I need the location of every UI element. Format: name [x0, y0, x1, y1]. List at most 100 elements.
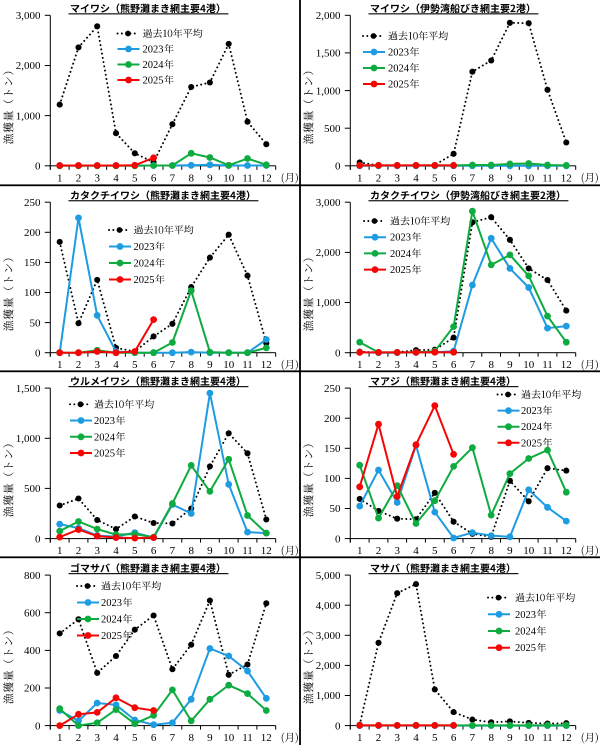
svg-text:0: 0 — [35, 533, 41, 545]
svg-text:4: 4 — [113, 732, 119, 744]
svg-text:4,000: 4,000 — [316, 600, 341, 612]
svg-text:3,000: 3,000 — [16, 10, 41, 22]
svg-text:2024: 2024 — [101, 615, 123, 626]
svg-text:2025: 2025 — [94, 449, 115, 460]
svg-text:2,000: 2,000 — [316, 660, 341, 672]
svg-text:5: 5 — [432, 732, 438, 744]
svg-text:10: 10 — [223, 732, 235, 744]
svg-text:1,500: 1,500 — [16, 383, 41, 395]
svg-text:11: 11 — [242, 545, 253, 557]
svg-text:2023: 2023 — [515, 610, 536, 621]
svg-text:1,500: 1,500 — [316, 48, 341, 60]
svg-text:7: 7 — [470, 732, 476, 744]
svg-text:5: 5 — [132, 172, 138, 184]
svg-text:2025: 2025 — [388, 80, 409, 91]
svg-text:6: 6 — [451, 172, 457, 184]
svg-text:250: 250 — [24, 197, 41, 209]
svg-text:2: 2 — [76, 359, 82, 371]
svg-text:150: 150 — [324, 443, 341, 455]
svg-text:2023: 2023 — [94, 416, 115, 427]
svg-text:200: 200 — [24, 227, 41, 239]
svg-text:8: 8 — [188, 732, 194, 744]
svg-text:2025: 2025 — [143, 76, 164, 87]
svg-text:2,000: 2,000 — [16, 60, 41, 72]
svg-text:9: 9 — [507, 172, 513, 184]
svg-text:3: 3 — [394, 359, 400, 371]
svg-text:0: 0 — [35, 720, 41, 732]
svg-text:1: 1 — [357, 545, 363, 557]
svg-text:9: 9 — [507, 545, 513, 557]
svg-text:7: 7 — [170, 732, 176, 744]
svg-text:6: 6 — [151, 545, 157, 557]
svg-text:10: 10 — [523, 732, 535, 744]
svg-text:9: 9 — [507, 359, 513, 371]
svg-text:9: 9 — [207, 732, 213, 744]
svg-text:2024: 2024 — [388, 63, 410, 74]
svg-text:100: 100 — [324, 473, 341, 485]
svg-text:7: 7 — [170, 172, 176, 184]
svg-text:10: 10 — [523, 172, 535, 184]
svg-text:5: 5 — [432, 172, 438, 184]
svg-text:0: 0 — [335, 161, 341, 173]
svg-text:1: 1 — [57, 545, 63, 557]
svg-text:3,000: 3,000 — [316, 197, 341, 209]
svg-text:600: 600 — [24, 607, 41, 619]
svg-text:100: 100 — [24, 287, 41, 299]
svg-text:500: 500 — [324, 123, 341, 135]
svg-text:2024: 2024 — [515, 627, 537, 638]
svg-text:8: 8 — [488, 172, 494, 184]
svg-text:7: 7 — [470, 172, 476, 184]
svg-text:1: 1 — [357, 172, 363, 184]
svg-text:2025: 2025 — [134, 275, 155, 286]
svg-text:8: 8 — [488, 732, 494, 744]
svg-text:500: 500 — [24, 483, 41, 495]
svg-text:10: 10 — [223, 359, 235, 371]
svg-text:6: 6 — [151, 172, 157, 184]
svg-text:8: 8 — [188, 359, 194, 371]
svg-text:11: 11 — [542, 732, 553, 744]
svg-text:12: 12 — [561, 172, 572, 184]
svg-text:2025: 2025 — [515, 643, 536, 654]
svg-text:8: 8 — [188, 172, 194, 184]
svg-text:3: 3 — [94, 359, 100, 371]
svg-text:200: 200 — [324, 413, 341, 425]
svg-text:1,000: 1,000 — [16, 433, 41, 445]
svg-text:9: 9 — [207, 359, 213, 371]
svg-text:11: 11 — [242, 732, 253, 744]
svg-text:1,000: 1,000 — [316, 85, 341, 97]
svg-text:7: 7 — [170, 359, 176, 371]
svg-text:12: 12 — [561, 545, 572, 557]
svg-text:2024: 2024 — [390, 249, 412, 260]
svg-text:2: 2 — [376, 359, 382, 371]
svg-text:2024: 2024 — [134, 259, 156, 270]
svg-text:3: 3 — [394, 545, 400, 557]
svg-text:9: 9 — [207, 545, 213, 557]
svg-text:7: 7 — [470, 359, 476, 371]
svg-text:2: 2 — [376, 732, 382, 744]
svg-text:8: 8 — [488, 359, 494, 371]
svg-text:3: 3 — [394, 732, 400, 744]
svg-text:2023: 2023 — [101, 598, 122, 609]
svg-text:3: 3 — [94, 545, 100, 557]
svg-text:1,000: 1,000 — [316, 690, 341, 702]
svg-text:6: 6 — [451, 545, 457, 557]
svg-text:4: 4 — [113, 172, 119, 184]
svg-text:2,000: 2,000 — [316, 247, 341, 259]
svg-text:6: 6 — [151, 359, 157, 371]
svg-text:50: 50 — [330, 503, 342, 515]
svg-text:5: 5 — [432, 545, 438, 557]
svg-text:4: 4 — [113, 545, 119, 557]
svg-text:2: 2 — [376, 172, 382, 184]
svg-text:200: 200 — [24, 683, 41, 695]
svg-text:2023: 2023 — [521, 406, 542, 417]
svg-text:2025: 2025 — [521, 438, 542, 449]
svg-text:2024: 2024 — [94, 432, 116, 443]
svg-text:9: 9 — [507, 732, 513, 744]
svg-text:2023: 2023 — [134, 242, 155, 253]
svg-text:11: 11 — [242, 359, 253, 371]
svg-text:5: 5 — [132, 545, 138, 557]
svg-text:7: 7 — [170, 545, 176, 557]
svg-text:800: 800 — [24, 570, 41, 582]
svg-text:2025: 2025 — [101, 631, 122, 642]
svg-text:8: 8 — [488, 545, 494, 557]
